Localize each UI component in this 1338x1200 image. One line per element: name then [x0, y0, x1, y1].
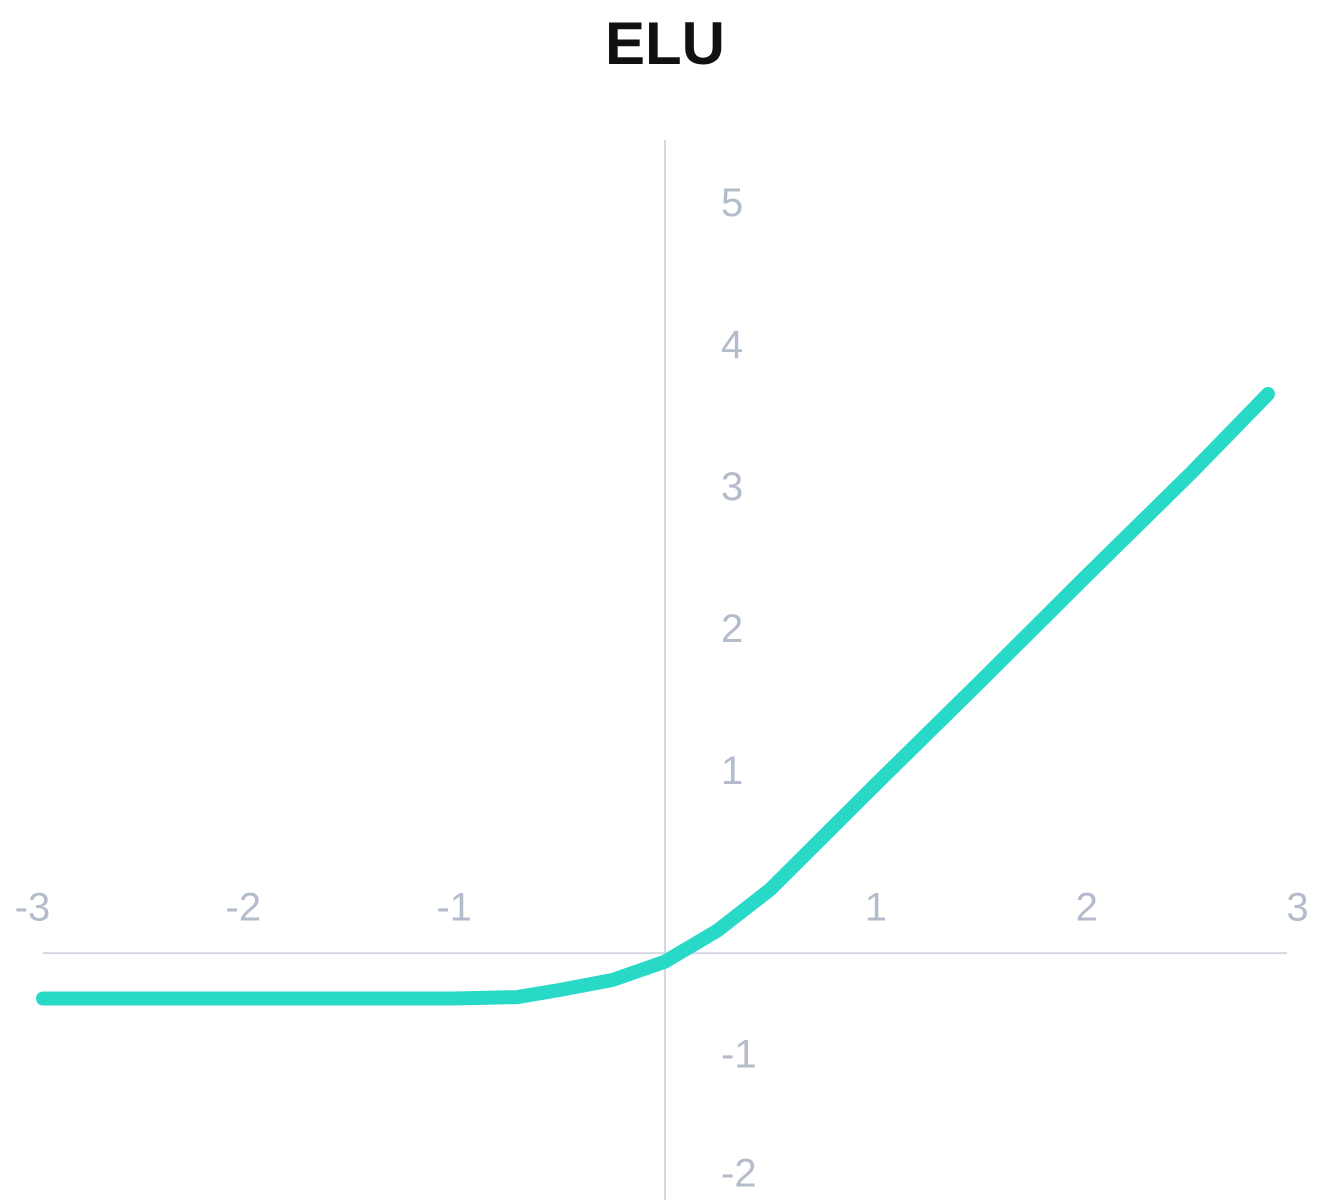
y-tick-label: 2 [721, 607, 743, 651]
x-tick-label: -1 [436, 886, 472, 930]
x-tick-label: 3 [1286, 886, 1308, 930]
y-tick-label: 5 [721, 181, 743, 225]
y-tick-label: 3 [721, 465, 743, 509]
y-tick-label: -1 [721, 1033, 757, 1077]
y-tick-label: -2 [721, 1152, 757, 1196]
x-tick-label: -3 [15, 886, 51, 930]
y-tick-label: 1 [721, 749, 743, 793]
x-tick-label: 2 [1076, 886, 1098, 930]
line [36, 387, 1276, 1006]
y-tick-label: 4 [721, 323, 743, 367]
x-tick-label: -2 [226, 886, 262, 930]
x-tick-label: 1 [865, 886, 887, 930]
chart-title: ELU [605, 10, 725, 77]
